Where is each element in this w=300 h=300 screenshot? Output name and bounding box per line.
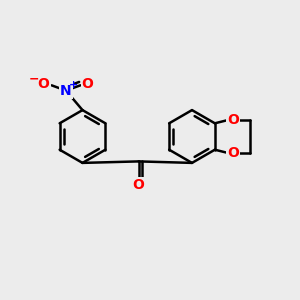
- Text: O: O: [227, 146, 239, 160]
- Text: O: O: [82, 77, 94, 91]
- Text: O: O: [133, 178, 145, 192]
- Text: O: O: [38, 77, 50, 91]
- Text: +: +: [69, 80, 78, 90]
- Text: O: O: [227, 113, 239, 127]
- Text: N: N: [60, 84, 72, 98]
- Text: −: −: [28, 72, 39, 85]
